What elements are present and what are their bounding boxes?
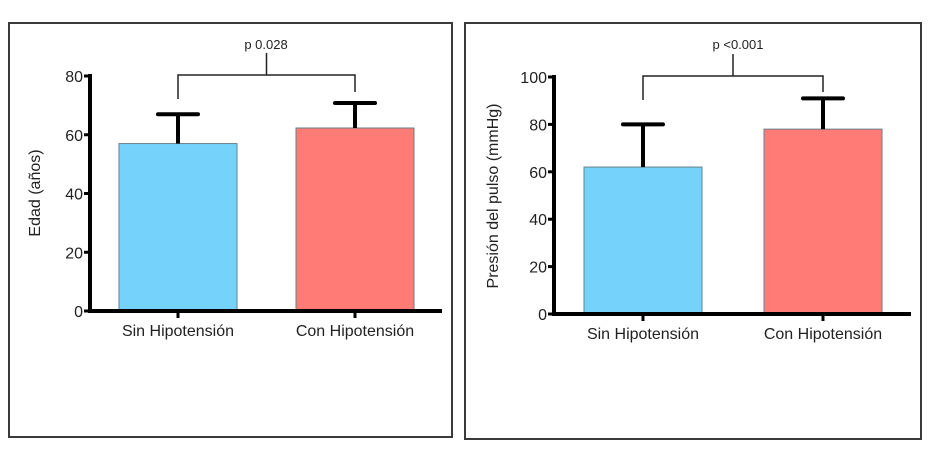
y-tick-label: 40 bbox=[65, 187, 83, 204]
y-axis-title: Edad (años) bbox=[27, 149, 44, 236]
y-tick-label: 0 bbox=[538, 307, 547, 324]
y-axis-title: Presión del pulso (mmHg) bbox=[485, 104, 502, 289]
y-tick-label: 60 bbox=[529, 165, 547, 182]
y-tick-label: 100 bbox=[520, 70, 547, 87]
y-tick-label: 20 bbox=[529, 260, 547, 277]
significance-bracket bbox=[642, 75, 824, 100]
p-value-label: p <0.001 bbox=[713, 37, 764, 52]
x-category-label: Sin Hipotensión bbox=[122, 323, 234, 340]
y-tick-label: 40 bbox=[529, 212, 547, 229]
y-tick-label: 80 bbox=[529, 117, 547, 134]
p-value-label: p 0.028 bbox=[244, 37, 287, 52]
bar-con-hipotension bbox=[763, 128, 883, 315]
x-category-label: Con Hipotensión bbox=[296, 323, 414, 340]
y-tick-label: 0 bbox=[74, 304, 83, 321]
x-category-label: Sin Hipotensión bbox=[587, 326, 699, 343]
y-tick-label: 20 bbox=[65, 245, 83, 262]
bar-sin-hipotension bbox=[583, 166, 703, 315]
bar-con-hipotension bbox=[295, 127, 415, 312]
y-tick-label: 80 bbox=[65, 69, 83, 86]
y-tick-label: 60 bbox=[65, 128, 83, 145]
x-category-label: Con Hipotensión bbox=[764, 326, 882, 343]
